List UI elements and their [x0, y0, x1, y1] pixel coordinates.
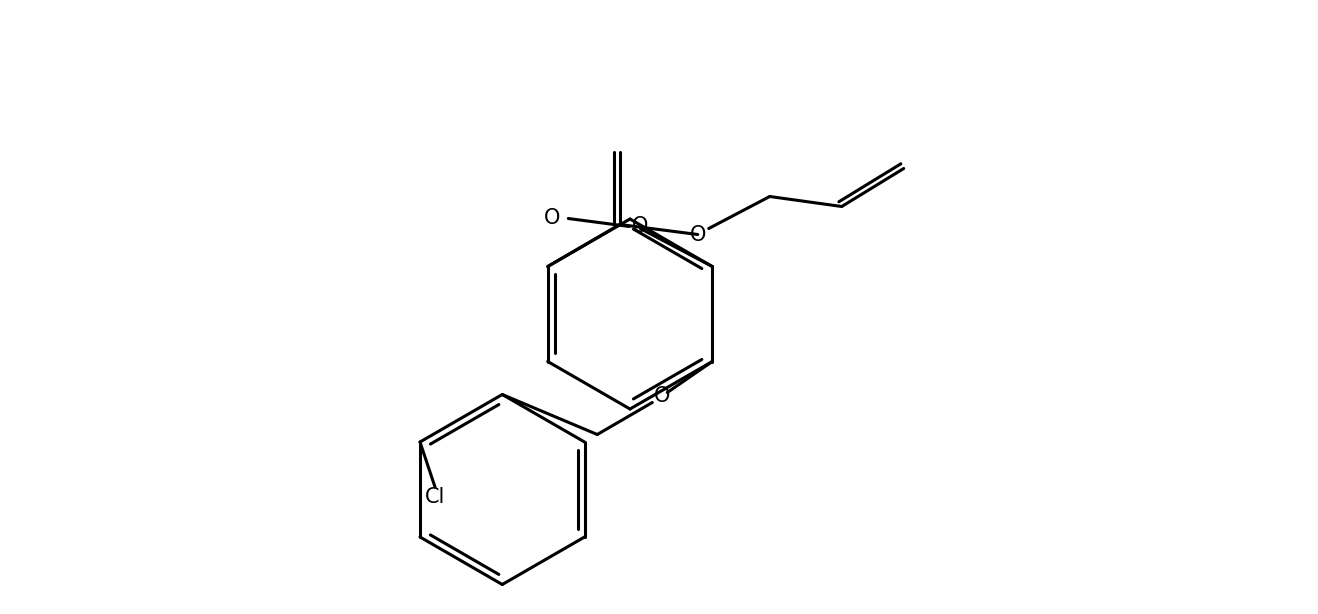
- Text: O: O: [633, 217, 648, 236]
- Text: Cl: Cl: [424, 487, 445, 507]
- Text: O: O: [544, 209, 560, 228]
- Text: O: O: [654, 386, 671, 406]
- Text: O: O: [689, 225, 706, 246]
